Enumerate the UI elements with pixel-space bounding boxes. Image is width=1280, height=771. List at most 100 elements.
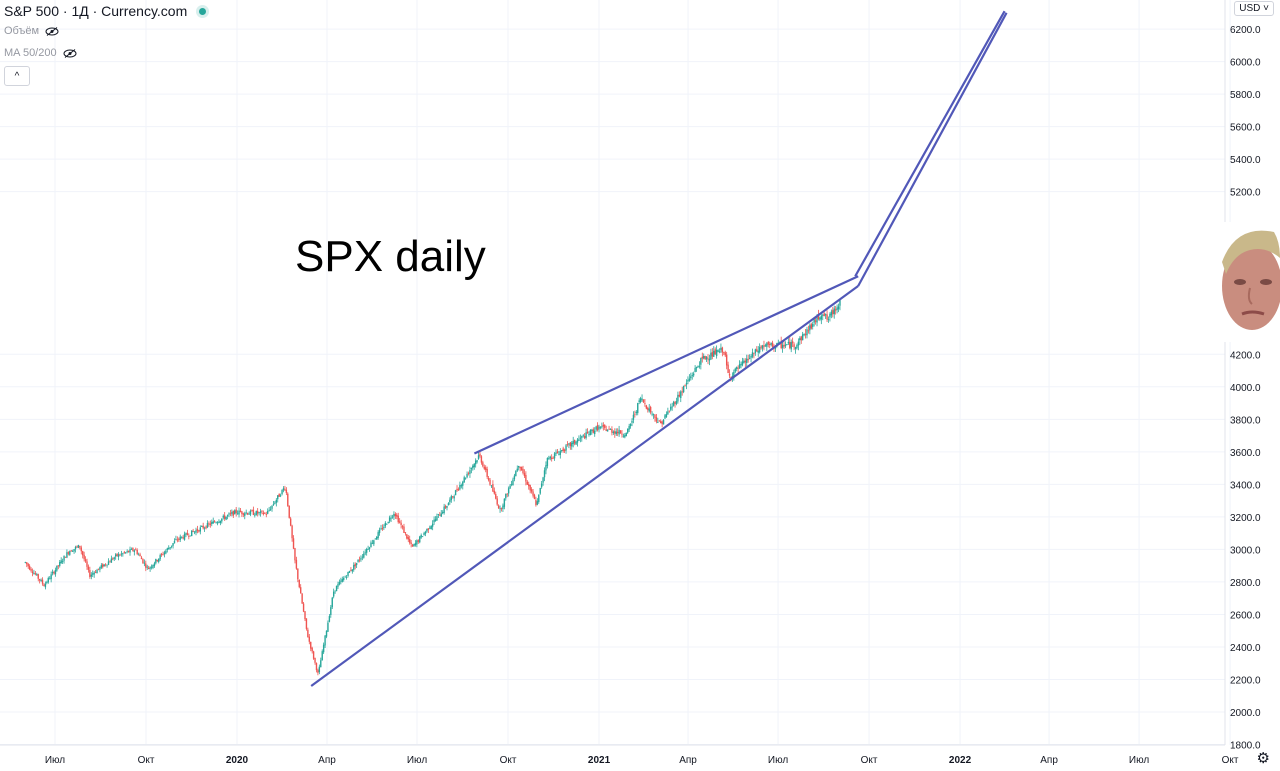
candle-body	[723, 352, 725, 354]
candle-body	[96, 569, 98, 574]
candle-body	[390, 517, 392, 519]
candle-body	[464, 477, 467, 479]
candle-body	[341, 579, 343, 582]
candle-body	[546, 457, 549, 466]
candle-body	[272, 504, 275, 505]
candle-body	[434, 519, 437, 522]
candle-body	[93, 572, 95, 575]
candle-body	[120, 553, 123, 555]
candle-body	[824, 314, 827, 316]
candle-body	[642, 399, 645, 403]
eye-hidden-icon[interactable]	[63, 48, 77, 58]
chart-legend: S&P 500 · 1Д · Currency.com Объём MA 50/…	[4, 2, 207, 86]
candle-body	[198, 530, 200, 532]
candle-body	[791, 341, 794, 344]
eye-hidden-icon[interactable]	[45, 26, 59, 36]
candle-body	[265, 514, 267, 516]
indicator-volume[interactable]: Объём	[4, 20, 206, 42]
candle-body	[330, 607, 332, 615]
candle-body	[456, 488, 458, 491]
candle-body	[741, 361, 744, 366]
symbol-label: S&P 500 · 1Д · Currency.com	[4, 3, 188, 19]
candle-body	[77, 545, 80, 548]
gear-icon[interactable]: ⚙	[1256, 750, 1270, 767]
candle-body	[562, 448, 564, 451]
candle-body	[513, 475, 516, 480]
candle-body	[675, 401, 678, 404]
candle-body	[583, 435, 586, 439]
candle-body	[515, 471, 517, 477]
candle-body	[409, 539, 411, 543]
candle-body	[429, 527, 431, 529]
candle-body	[518, 465, 520, 468]
x-tick-label: Окт	[138, 755, 155, 766]
candle-body	[734, 368, 736, 372]
candle-body	[649, 407, 652, 413]
candle-body	[803, 333, 805, 335]
candle-body	[572, 440, 574, 444]
time-axis[interactable]: Июл Окт 2020 Апр Июл Окт 2021 Апр Июл Окт 2022 Апр И…	[0, 744, 1239, 766]
candle-body	[628, 426, 630, 430]
candle-body	[489, 479, 491, 485]
candle-body	[548, 458, 550, 460]
candle-body	[264, 513, 266, 514]
candle-body	[476, 460, 478, 462]
currency-selector[interactable]: USD ˅	[1234, 1, 1274, 16]
candle-body	[162, 554, 164, 556]
candle-body	[86, 561, 88, 567]
candle-body	[545, 465, 547, 471]
y-tick-label: 3200.0	[1230, 513, 1261, 524]
candle-body	[528, 484, 530, 487]
candle-body	[216, 522, 219, 524]
candle-body	[229, 513, 232, 515]
candle-body	[651, 413, 653, 415]
candle-body	[599, 427, 602, 428]
candle-body	[256, 511, 259, 514]
candle-body	[680, 391, 682, 399]
candle-body	[269, 509, 272, 511]
candle-body	[301, 593, 303, 604]
candle-body	[575, 441, 577, 445]
candle-body	[274, 502, 276, 504]
candle-body	[757, 350, 759, 353]
candle-body	[589, 429, 592, 435]
candle-body	[259, 511, 262, 513]
candle-body	[503, 498, 506, 507]
indicator-ma[interactable]: MA 50/200	[4, 42, 206, 64]
candle-body	[672, 402, 675, 406]
x-tick-label: Июл	[768, 755, 788, 766]
candle-body	[566, 444, 569, 445]
candle-body	[753, 352, 755, 354]
chevron-down-icon: ˅	[1263, 3, 1269, 14]
candle-body	[624, 435, 626, 438]
candle-body	[146, 566, 148, 568]
candle-body	[416, 540, 418, 545]
live-dot-icon	[199, 7, 207, 15]
candle-body	[215, 522, 217, 524]
candle-body	[406, 534, 408, 539]
price-axis[interactable]: 1800.0 2000.0 2200.0 2400.0 2600.0 2800.0 3000…	[1224, 0, 1261, 752]
candle-body	[176, 539, 179, 541]
candle-body	[698, 365, 701, 367]
candle-body	[277, 495, 279, 500]
y-tick-label: 2800.0	[1230, 578, 1261, 589]
candle-body	[61, 561, 64, 562]
collapse-legend-button[interactable]: ^	[4, 66, 30, 86]
candle-body	[284, 488, 286, 490]
candle-body	[376, 537, 378, 540]
candle-body	[658, 420, 660, 422]
candle-body	[411, 544, 414, 547]
candle-body	[169, 547, 171, 549]
candle-body	[701, 356, 703, 359]
candle-body	[746, 358, 748, 363]
currency-label: USD	[1239, 3, 1261, 14]
candle-body	[129, 549, 131, 553]
candle-body	[427, 528, 430, 530]
symbol-title[interactable]: S&P 500 · 1Д · Currency.com	[4, 2, 207, 20]
candle-body	[54, 569, 57, 575]
candle-body	[659, 421, 662, 424]
candle-body	[463, 477, 465, 483]
candle-body	[449, 499, 451, 503]
candle-body	[763, 345, 765, 347]
